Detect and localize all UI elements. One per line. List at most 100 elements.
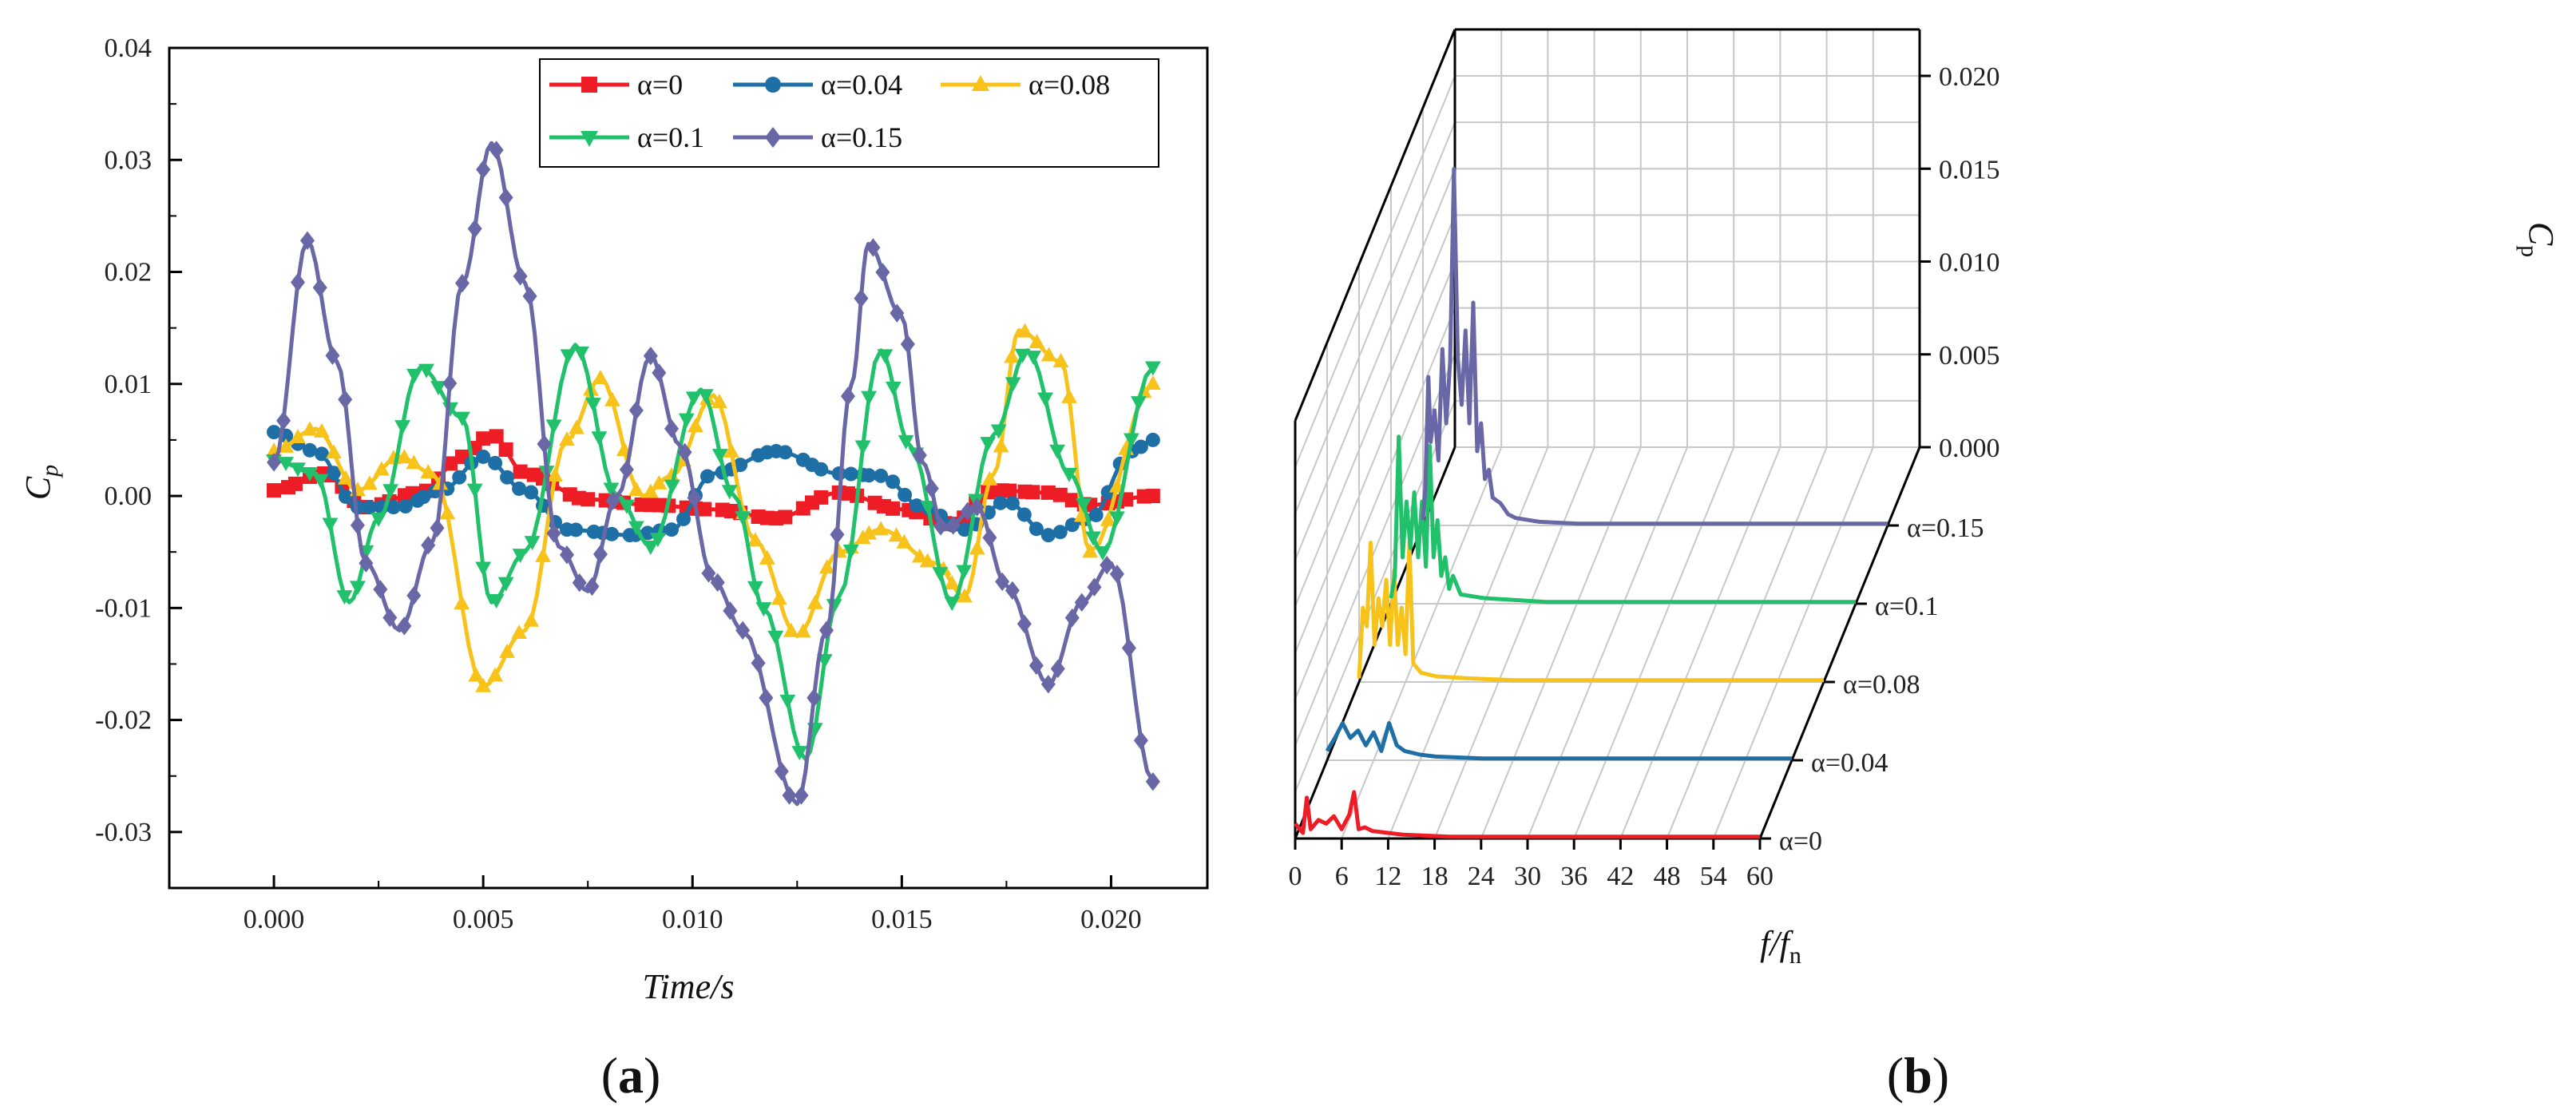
data-point [751,653,766,673]
data-point [314,422,330,438]
data-point [396,449,413,464]
data-point [290,429,306,444]
data-point [336,590,353,605]
legend-item-0-15: α=0.15 [733,121,902,153]
data-point [767,630,784,645]
data-point [476,160,491,179]
data-point [382,484,398,499]
data-point [406,454,422,470]
data-point [398,499,413,514]
data-point [605,491,620,510]
data-point [710,573,725,593]
x-tick-label: 18 [1421,862,1449,891]
data-point [430,518,445,537]
data-point [919,553,936,568]
data-point [545,419,562,434]
x-tick-label: 0.000 [244,905,305,934]
data-point [910,498,925,513]
data-point [312,474,329,489]
y-tick-label: 0.04 [105,34,153,63]
grid-line [1433,446,1595,839]
data-point [649,533,666,548]
category-axis-line [1758,446,1921,839]
data-point [1028,333,1045,348]
legend-frame [539,58,1159,168]
data-point [843,466,858,482]
data-point [862,468,877,483]
data-point [778,445,793,460]
data-point [585,398,601,413]
data-point [487,667,504,682]
data-point [628,481,644,496]
series-0-08 [266,323,1161,692]
data-point [314,446,329,462]
data-point [1064,608,1080,628]
data-point [454,595,470,610]
data-point [957,522,972,537]
grid-line [1573,446,1735,839]
data-point [522,287,537,306]
data-point [267,425,282,440]
x-tick-label: 0 [1289,862,1302,891]
data-point [642,483,659,498]
series-0-1 [266,343,1161,762]
panel-a-legend: α=0 α=0.04 α=0.08 α=0.1 α=0.15 [539,58,1159,168]
data-point [1109,511,1125,526]
data-point [1133,439,1148,454]
data-point [592,545,608,564]
data-point [406,368,422,383]
data-point [818,559,835,574]
data-point [338,489,353,504]
series-0-15 [267,141,1160,807]
data-point [877,349,894,364]
data-point [524,536,541,551]
data-point [603,482,620,498]
data-point [814,490,829,505]
data-point [523,612,539,627]
data-point [993,495,1008,510]
data-point [513,464,528,479]
data-point [890,303,905,323]
data-point [697,502,712,517]
legend-label: α=0.08 [1028,69,1110,101]
data-point [1144,375,1161,390]
data-point [896,533,913,549]
data-point [791,746,808,761]
data-point [278,457,294,472]
data-point [933,517,949,536]
panel-a-x-ticks: 0.000 0.005 0.010 0.015 0.020 [244,875,1142,934]
panel-a-series [266,141,1161,807]
panel-a-y-axis-title: Cp [18,465,63,500]
data-point [900,335,915,354]
data-point [276,411,291,430]
data-point [439,505,456,520]
data-point [290,462,306,478]
data-point [325,346,340,365]
data-point [774,762,789,781]
data-point [643,347,658,366]
data-point [677,442,692,462]
panel-b-label: (b) [1887,1047,1949,1104]
data-point [640,525,656,541]
data-point [1052,487,1068,502]
data-point [993,438,1009,453]
data-point [267,483,282,498]
data-point [1017,614,1032,633]
data-point [373,461,390,476]
data-point [1123,433,1139,448]
x-tick-label: 6 [1335,862,1349,891]
data-point [1145,489,1160,504]
data-point [806,594,823,609]
grid-line [1294,214,1456,607]
data-point [511,624,527,640]
y-tick-label: 0.02 [105,258,153,287]
data-point [604,526,620,541]
data-point [430,381,446,396]
data-point [664,419,680,438]
data-point [572,573,587,593]
legend-swatch-marker [581,131,598,147]
data-point [488,593,505,609]
data-point [990,424,1007,439]
z-tick-label: 0.020 [1939,62,2000,92]
data-point [898,487,913,502]
